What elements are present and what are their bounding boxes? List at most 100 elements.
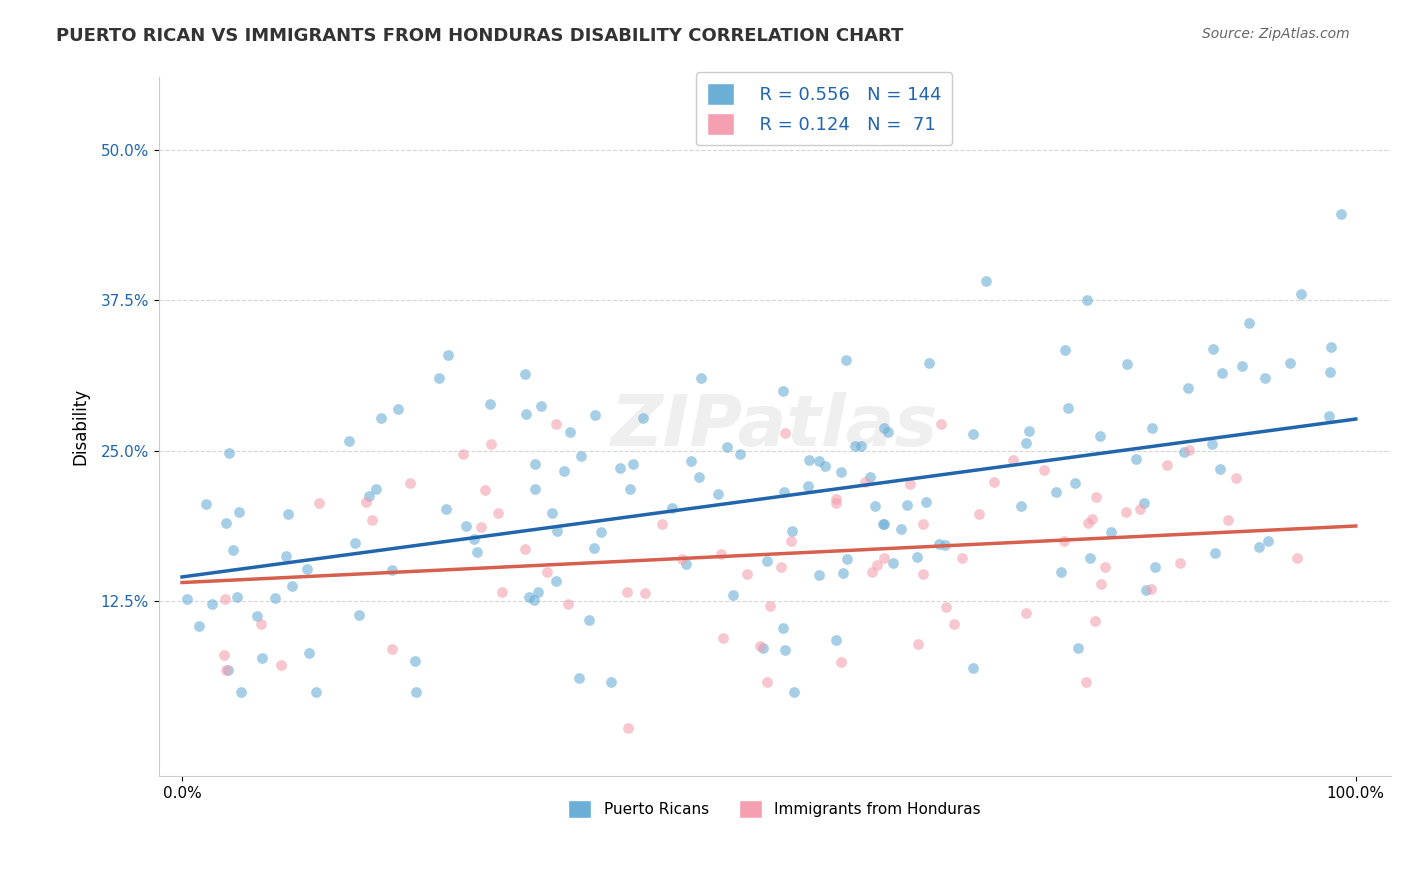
Point bbox=[832, 566, 855, 580]
Point bbox=[749, 639, 772, 653]
Point bbox=[855, 475, 877, 490]
Point bbox=[228, 504, 250, 518]
Point bbox=[1116, 357, 1139, 371]
Point bbox=[983, 475, 1005, 490]
Point bbox=[616, 585, 638, 599]
Point bbox=[1257, 533, 1279, 548]
Point bbox=[661, 501, 683, 516]
Point bbox=[759, 599, 782, 613]
Point bbox=[890, 522, 912, 536]
Point bbox=[557, 597, 579, 611]
Point bbox=[1289, 287, 1312, 301]
Point bbox=[918, 356, 941, 370]
Point bbox=[711, 631, 734, 645]
Point bbox=[470, 520, 492, 534]
Point bbox=[226, 590, 249, 604]
Point bbox=[1140, 421, 1163, 435]
Text: Source: ZipAtlas.com: Source: ZipAtlas.com bbox=[1202, 27, 1350, 41]
Point bbox=[1285, 550, 1308, 565]
Text: ZIPatlas: ZIPatlas bbox=[612, 392, 938, 461]
Point bbox=[524, 482, 547, 496]
Point bbox=[860, 565, 883, 579]
Point bbox=[907, 637, 929, 651]
Point bbox=[1177, 382, 1199, 396]
Point bbox=[250, 617, 273, 632]
Point bbox=[863, 499, 886, 513]
Point bbox=[825, 495, 848, 509]
Point bbox=[896, 498, 918, 512]
Point bbox=[1094, 560, 1116, 574]
Point bbox=[1201, 437, 1223, 451]
Point bbox=[1085, 490, 1108, 504]
Point bbox=[1156, 458, 1178, 472]
Point bbox=[1076, 293, 1098, 308]
Point bbox=[1076, 516, 1098, 530]
Point bbox=[1129, 502, 1152, 516]
Point bbox=[246, 609, 269, 624]
Point bbox=[783, 685, 806, 699]
Point bbox=[773, 484, 796, 499]
Point bbox=[1204, 546, 1226, 560]
Point bbox=[770, 560, 793, 574]
Point bbox=[825, 632, 848, 647]
Point bbox=[844, 439, 866, 453]
Point bbox=[349, 607, 371, 622]
Point bbox=[1135, 582, 1157, 597]
Point bbox=[195, 497, 218, 511]
Point bbox=[773, 426, 796, 441]
Point bbox=[1319, 365, 1341, 379]
Point bbox=[463, 532, 485, 546]
Point bbox=[830, 465, 852, 479]
Point bbox=[357, 489, 380, 503]
Point bbox=[465, 545, 488, 559]
Point bbox=[360, 513, 382, 527]
Point bbox=[976, 274, 998, 288]
Point bbox=[772, 621, 794, 635]
Point bbox=[1045, 484, 1067, 499]
Point bbox=[515, 407, 537, 421]
Point bbox=[882, 556, 904, 570]
Point bbox=[1050, 565, 1073, 579]
Point bbox=[617, 721, 640, 735]
Point bbox=[807, 567, 830, 582]
Point bbox=[1078, 551, 1101, 566]
Point bbox=[519, 591, 541, 605]
Point bbox=[728, 447, 751, 461]
Point bbox=[859, 470, 882, 484]
Point bbox=[370, 410, 392, 425]
Point bbox=[1317, 409, 1340, 423]
Point bbox=[1132, 495, 1154, 509]
Point bbox=[221, 542, 243, 557]
Point bbox=[830, 655, 852, 669]
Point bbox=[1237, 316, 1260, 330]
Point bbox=[1140, 582, 1163, 596]
Point bbox=[305, 685, 328, 699]
Point bbox=[277, 507, 299, 521]
Point bbox=[723, 588, 745, 602]
Point bbox=[434, 501, 457, 516]
Point bbox=[619, 483, 641, 497]
Point bbox=[950, 550, 973, 565]
Point bbox=[1177, 443, 1199, 458]
Point bbox=[364, 483, 387, 497]
Point bbox=[1168, 556, 1191, 570]
Point bbox=[1054, 343, 1077, 358]
Y-axis label: Disability: Disability bbox=[72, 388, 89, 466]
Point bbox=[270, 657, 292, 672]
Point bbox=[201, 597, 224, 611]
Point bbox=[540, 506, 562, 520]
Point bbox=[873, 550, 896, 565]
Point bbox=[814, 458, 837, 473]
Point bbox=[1125, 451, 1147, 466]
Point bbox=[354, 495, 377, 509]
Point bbox=[404, 654, 426, 668]
Point bbox=[544, 417, 567, 432]
Point bbox=[872, 517, 894, 532]
Point bbox=[905, 550, 928, 565]
Point bbox=[755, 674, 778, 689]
Point bbox=[578, 613, 600, 627]
Point bbox=[536, 565, 558, 579]
Point bbox=[1063, 475, 1085, 490]
Point bbox=[1173, 444, 1195, 458]
Point bbox=[1115, 505, 1137, 519]
